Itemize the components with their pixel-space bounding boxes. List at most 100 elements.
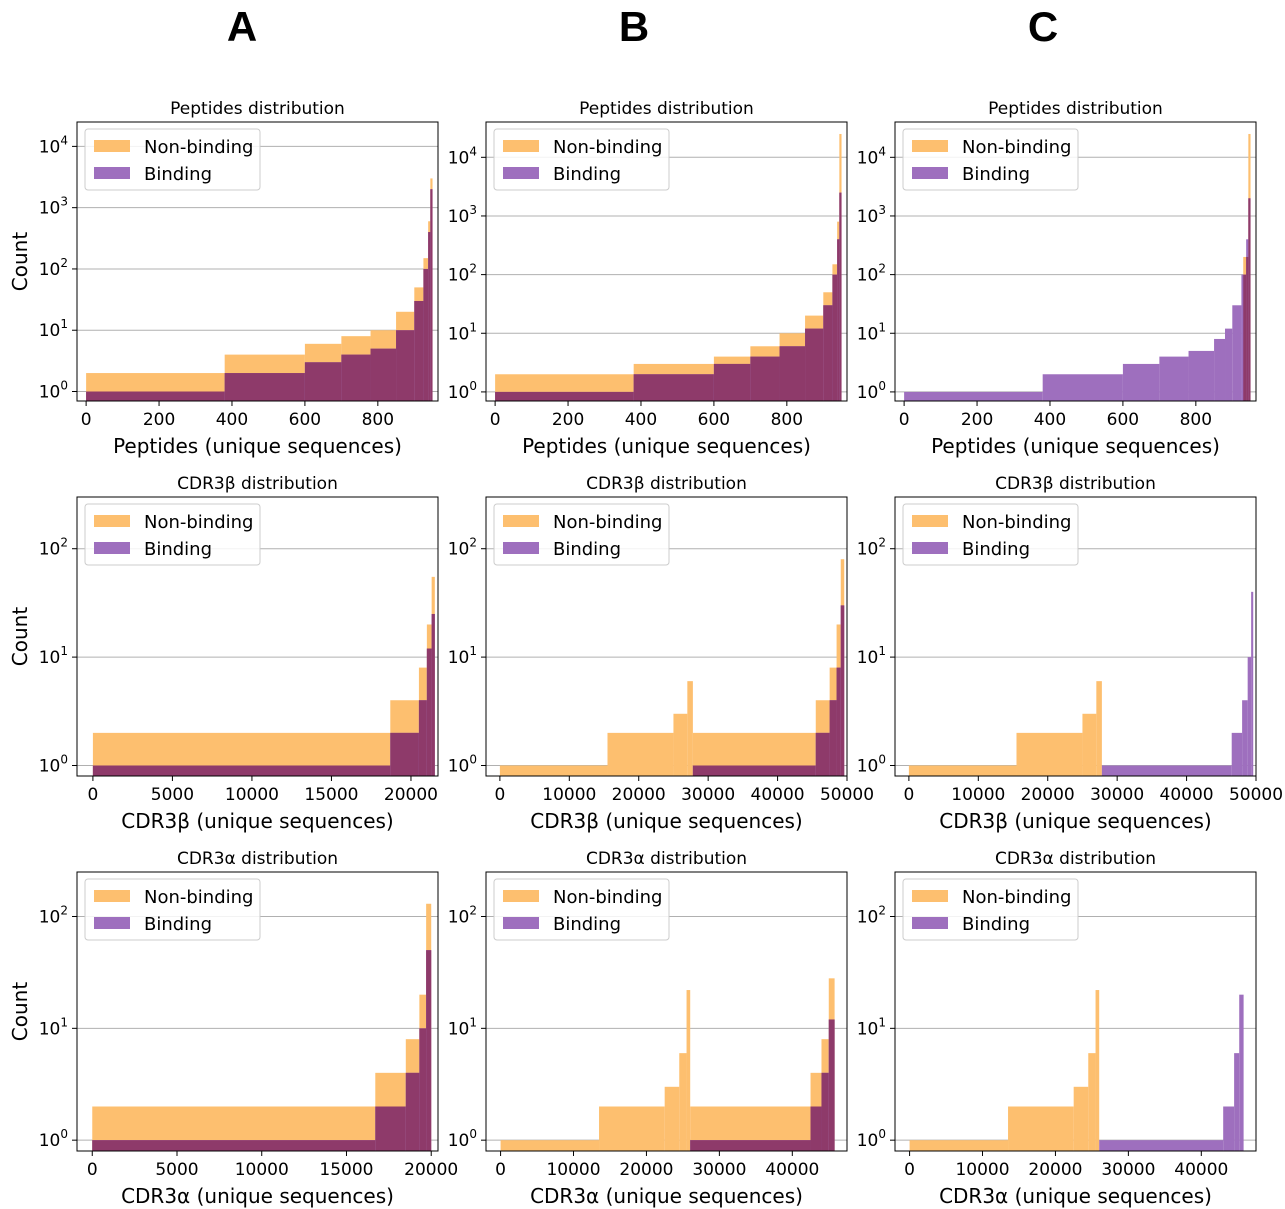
legend: Non-binding Binding [84,503,261,566]
plot-area [77,903,438,1151]
legend-label-nonbinding: Non-binding [553,887,662,908]
legend: Non-binding Binding [84,878,261,941]
x-tick-label: 400 [216,410,248,430]
legend-label-nonbinding: Non-binding [144,512,253,533]
bar-binding [1242,700,1248,776]
x-tick-label: 10000 [951,785,1005,805]
legend-swatch-binding [503,542,539,554]
legend-swatch-nonbinding [94,890,130,902]
x-tick-label: 40000 [1160,785,1214,805]
axes-frame [485,871,848,1152]
bar-binding [1214,338,1226,401]
legend: Non-binding Binding [493,128,670,191]
bar-overlap [837,239,840,401]
legend-swatch-binding [94,542,130,554]
x-tick-label: 20000 [404,1160,458,1180]
legend: Non-binding Binding [84,128,261,191]
bar-overlap [414,300,424,401]
bar-nonbinding [1082,713,1097,776]
column-letter-c: C [1027,3,1059,50]
column-letter-b: B [618,3,650,50]
axes-frame [894,496,1257,777]
bar-overlap [828,1019,835,1151]
chart-panel-a2: 0 5000 10000 15000 20000 100 101 102 CDR3β distr… [8,474,439,833]
axes-frame [76,496,439,777]
bar-overlap [418,700,427,776]
legend-label-nonbinding: Non-binding [962,887,1071,908]
bar-overlap [805,328,824,401]
plot-area [486,548,847,776]
bar-nonbinding [607,732,674,776]
column-letter-a: A [226,3,258,50]
bar-overlap [633,374,714,401]
x-tick-label: 40000 [1174,1160,1228,1180]
bar-overlap [713,363,751,401]
plot-area [895,133,1256,401]
x-axis-label: Peptides (unique sequences) [113,434,402,458]
x-tick-label: 20000 [384,785,438,805]
bar-overlap [815,732,830,776]
x-tick-label: 5000 [151,785,194,805]
y-tick-label: 103 [857,203,886,227]
y-tick-label: 102 [39,256,68,280]
y-tick-label: 103 [39,195,68,219]
chart-title: CDR3α distribution [177,849,338,869]
x-tick-label: 0 [899,410,910,430]
bar-overlap [423,268,429,401]
chart-panel-a1: 0 200 400 600 800 100 101 102 103 104 Peptides dis… [8,99,439,458]
x-tick-label: 10000 [546,1160,600,1180]
legend-swatch-nonbinding [503,890,539,902]
bar-overlap [390,732,419,776]
x-tick-label: 200 [961,410,993,430]
bar-binding [1232,305,1242,401]
chart-title: CDR3β distribution [995,474,1156,494]
x-tick-label: 10000 [225,785,279,805]
bar-nonbinding [673,713,688,776]
bar-nonbinding [499,765,608,776]
legend-swatch-nonbinding [94,515,130,527]
y-axis-label: Count [8,232,32,292]
bar-nonbinding [679,1053,687,1151]
y-tick-label: 101 [448,1015,477,1039]
x-tick-label: 20000 [619,1160,673,1180]
bar-nonbinding [1008,1106,1074,1151]
y-tick-label: 101 [857,320,886,344]
legend-label-nonbinding: Non-binding [144,887,253,908]
bar-nonbinding [686,990,691,1151]
x-axis-label: CDR3β (unique sequences) [121,809,393,833]
bar-overlap [341,354,371,401]
bar-nonbinding [909,1140,1009,1151]
x-tick-label: 600 [698,410,730,430]
legend-label-binding: Binding [962,914,1030,935]
legend-label-binding: Binding [553,164,621,185]
legend-label-binding: Binding [144,539,212,560]
bar-binding [1251,591,1254,776]
legend-label-binding: Binding [962,164,1030,185]
y-tick-label: 100 [857,752,886,776]
x-tick-label: 400 [1034,410,1066,430]
bar-binding [904,391,1043,401]
legend-swatch-nonbinding [503,515,539,527]
bar-binding [1247,657,1252,776]
bar-nonbinding [1095,990,1100,1151]
y-tick-label: 100 [39,752,68,776]
chart-panel-b2: 0 10000 20000 30000 40000 50000 100 101 102 CDR3β… [448,474,874,833]
plot-area [77,548,438,776]
x-tick-label: 20000 [1021,785,1075,805]
y-tick-label: 101 [857,1015,886,1039]
plot-area [895,548,1256,776]
bar-overlap [821,1072,829,1151]
bar-binding [1225,328,1233,401]
y-tick-label: 101 [857,644,886,668]
x-tick-label: 0 [87,785,98,805]
bar-overlap [426,648,432,776]
axes-frame [485,496,848,777]
bar-overlap [1248,198,1251,401]
legend: Non-binding Binding [493,503,670,566]
y-tick-label: 104 [39,133,68,157]
bar-overlap [832,274,838,401]
chart-title: CDR3β distribution [177,474,338,494]
bar-binding [1231,732,1243,776]
legend: Non-binding Binding [902,878,1079,941]
bar-overlap [1246,256,1249,401]
